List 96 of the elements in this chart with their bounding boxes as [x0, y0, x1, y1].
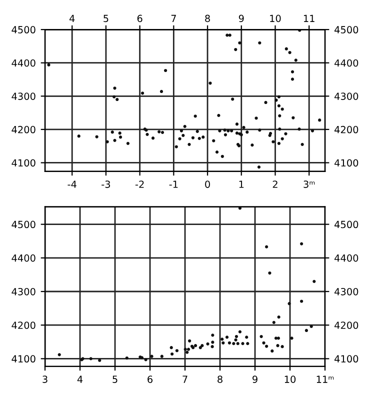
point — [222, 341, 225, 344]
point — [238, 330, 242, 334]
x-tick-label: 7 — [182, 376, 188, 383]
point — [312, 280, 316, 283]
y2-tick-label: 4100 — [334, 159, 358, 167]
x-tick-label: 9 — [252, 376, 258, 383]
point — [228, 341, 232, 344]
point — [265, 344, 268, 348]
point — [280, 345, 284, 348]
point — [290, 336, 294, 340]
point — [220, 338, 224, 341]
point — [206, 342, 210, 346]
x-tick-label: 3 — [42, 376, 48, 383]
x2-tick-label: 11 — [304, 14, 314, 22]
x-tick-label: 2 — [272, 180, 278, 188]
y-tick-label: 4400 — [12, 59, 36, 67]
point — [277, 315, 280, 319]
point — [276, 336, 280, 340]
y2-tick-label: 4300 — [334, 288, 358, 296]
x-tick-label: 11ᵐ — [316, 376, 334, 383]
point — [170, 352, 174, 356]
point — [188, 339, 192, 342]
point — [175, 349, 179, 352]
point — [186, 348, 190, 351]
point — [270, 349, 274, 353]
point — [260, 334, 263, 338]
x-tick-label: -3 — [102, 180, 110, 188]
point — [300, 300, 304, 303]
point — [211, 340, 214, 344]
x-tick-label: 6 — [148, 376, 152, 383]
point — [236, 342, 240, 346]
y-tick-label: 4300 — [12, 92, 36, 100]
x-tick-label: 10 — [284, 376, 296, 383]
point — [304, 328, 308, 332]
x2-tick-label: 7 — [171, 14, 176, 22]
point — [58, 353, 61, 356]
y-tick-label: 4500 — [12, 26, 36, 34]
x-tick-label: 0 — [205, 180, 210, 188]
x-tick-label: 4 — [77, 376, 83, 383]
y-tick-label: 4400 — [12, 254, 36, 262]
point — [288, 302, 291, 306]
y2-tick-label: 4300 — [334, 92, 358, 100]
x-tick-label: -4 — [68, 180, 76, 188]
y2-tick-label: 4100 — [334, 355, 358, 363]
point — [225, 336, 229, 339]
point — [245, 336, 248, 339]
y-tick-label: 4100 — [12, 159, 36, 167]
point — [89, 357, 92, 360]
point — [310, 324, 313, 328]
point — [272, 320, 276, 324]
x2-tick-label: 9 — [238, 14, 244, 22]
point — [194, 344, 198, 348]
y2-tick-label: 4200 — [334, 322, 358, 329]
y-tick-label: 4100 — [12, 355, 36, 363]
y-tick-label: 4300 — [12, 288, 36, 296]
x2-tick-label: 6 — [137, 14, 142, 22]
point — [186, 350, 189, 354]
point — [300, 242, 304, 246]
point — [98, 358, 102, 362]
y2-tick-label: 4200 — [334, 126, 358, 134]
x-tick-label: -2 — [135, 180, 144, 188]
point — [265, 245, 268, 248]
point — [200, 344, 204, 348]
point — [184, 348, 187, 351]
point — [268, 271, 272, 275]
point — [125, 356, 128, 360]
point — [160, 354, 164, 358]
x-tick-label: 3ᵐ — [304, 180, 315, 188]
x-tick-label: 8 — [218, 376, 222, 383]
x-tick-label: 1 — [239, 180, 244, 188]
point — [241, 342, 244, 346]
x-tick-label: 5 — [112, 376, 118, 383]
y-tick-label: 4500 — [12, 220, 36, 228]
x2-tick-label: 8 — [205, 14, 210, 22]
y2-tick-label: 4400 — [334, 254, 358, 262]
x2-tick-label: 10 — [270, 14, 281, 22]
point — [246, 342, 250, 346]
point — [150, 354, 154, 358]
x2-tick-label: 5 — [104, 14, 108, 22]
y2-tick-label: 4400 — [334, 59, 358, 67]
point — [232, 342, 236, 346]
y2-tick-label: 4500 — [334, 26, 358, 34]
point — [170, 346, 173, 350]
point — [210, 345, 214, 348]
point — [211, 334, 214, 337]
point — [234, 338, 238, 342]
point — [198, 346, 202, 350]
point — [144, 358, 148, 362]
y2-tick-label: 4500 — [334, 220, 358, 228]
x-tick-label: -1 — [169, 180, 178, 188]
point — [234, 334, 238, 338]
x2-tick-label: 4 — [69, 14, 75, 22]
y-tick-label: 4200 — [12, 322, 36, 329]
point — [276, 344, 280, 348]
point — [262, 341, 266, 344]
y-tick-label: 4200 — [12, 126, 36, 134]
